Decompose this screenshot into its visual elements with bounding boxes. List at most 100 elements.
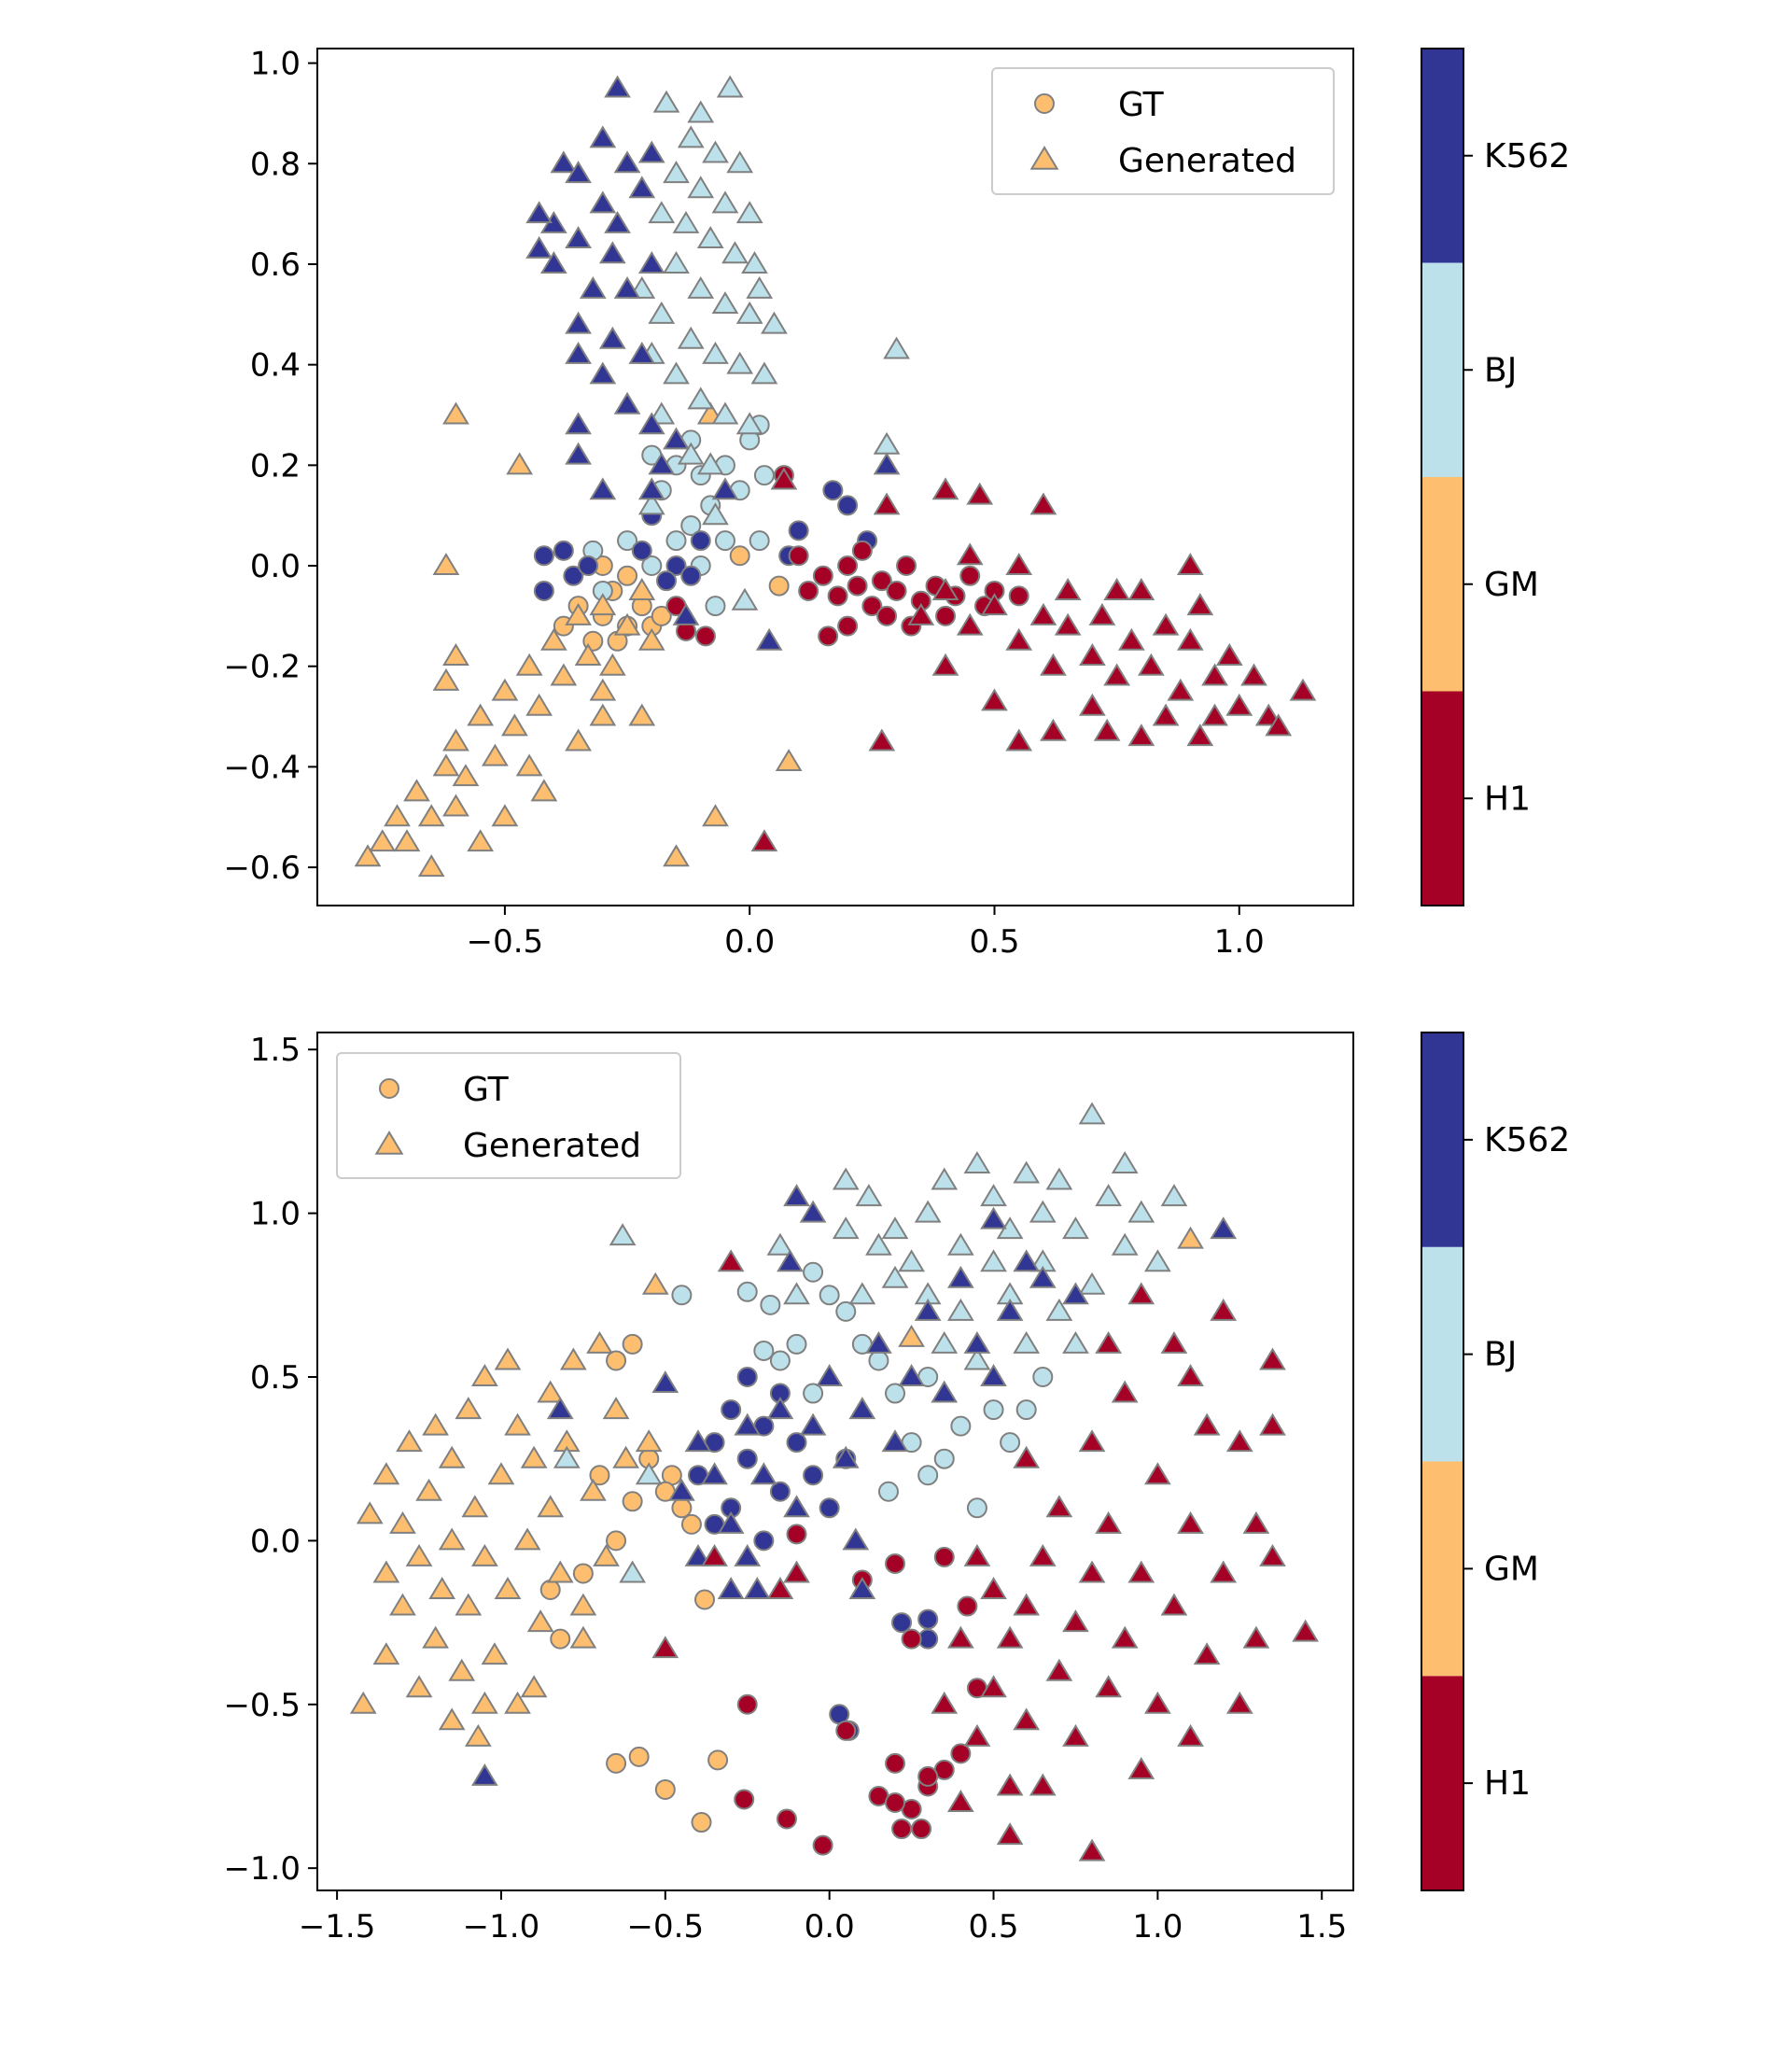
x-tick-label: 0.0	[805, 1908, 855, 1946]
y-tick-label: −0.6	[223, 850, 301, 887]
data-point-triangle	[1029, 1265, 1057, 1288]
data-point-triangle	[530, 779, 558, 802]
data-point-triangle	[931, 1167, 959, 1190]
colorbar-label: GM	[1484, 566, 1539, 604]
data-point-triangle	[799, 1200, 827, 1223]
data-point-circle	[563, 565, 584, 586]
data-point-triangle	[428, 1577, 456, 1599]
data-point-triangle	[438, 1527, 466, 1551]
data-point-circle	[835, 1300, 857, 1322]
data-point-triangle	[735, 301, 763, 324]
series-gt-gm	[539, 1333, 729, 1833]
data-point-circle	[736, 1448, 758, 1469]
data-point-triangle	[628, 703, 656, 726]
data-point-triangle	[702, 341, 729, 364]
data-point-triangle	[873, 431, 901, 455]
data-point-triangle	[613, 275, 641, 299]
series-generated-h1	[651, 1249, 1320, 1861]
x-tick-label: −1.5	[299, 1908, 376, 1946]
data-point-triangle	[1152, 612, 1180, 636]
data-point-triangle	[701, 1543, 728, 1566]
data-point-triangle	[1289, 678, 1317, 701]
data-point-triangle	[799, 1412, 827, 1436]
data-point-triangle	[589, 593, 617, 616]
data-point-circle	[1032, 1367, 1054, 1388]
data-point-triangle	[946, 1265, 974, 1288]
data-point-triangle	[663, 844, 690, 867]
data-point-triangle	[996, 1822, 1024, 1846]
data-point-triangle	[1111, 1232, 1139, 1256]
legend-label: GT	[1118, 86, 1165, 124]
data-point-triangle	[750, 829, 778, 852]
data-point-triangle	[417, 804, 445, 827]
data-point-triangle	[1062, 1609, 1089, 1633]
data-point-circle	[694, 625, 716, 647]
data-point-triangle	[966, 482, 994, 505]
data-point-circle	[851, 540, 873, 561]
data-point-triangle	[832, 1167, 860, 1190]
data-point-triangle	[1127, 1560, 1155, 1583]
data-point-triangle	[1240, 663, 1267, 686]
data-point-circle	[734, 1789, 755, 1810]
data-point-triangle	[750, 361, 778, 385]
data-point-triangle	[648, 401, 676, 425]
data-point-triangle	[1088, 602, 1116, 625]
data-point-circle	[606, 1350, 627, 1371]
data-point-triangle	[684, 1429, 712, 1453]
data-point-triangle	[1103, 663, 1130, 686]
data-point-triangle	[598, 653, 626, 676]
data-point-triangle	[565, 442, 592, 465]
data-point-triangle	[766, 1397, 794, 1420]
data-point-triangle	[963, 1723, 991, 1747]
x-tick-label: 0.0	[724, 923, 775, 961]
data-point-triangle	[403, 779, 430, 802]
data-point-triangle	[481, 1642, 509, 1665]
data-point-triangle	[1127, 723, 1155, 747]
data-point-triangle	[487, 1462, 515, 1485]
data-point-circle	[714, 530, 735, 552]
data-point-triangle	[907, 602, 935, 625]
data-point-triangle	[1127, 578, 1155, 600]
data-point-triangle	[711, 190, 739, 214]
data-point-triangle	[1186, 723, 1214, 747]
data-point-circle	[885, 1552, 906, 1574]
data-point-circle	[572, 1563, 594, 1584]
legend-triangle-icon	[1029, 146, 1059, 170]
colorbar-frame	[1421, 1032, 1464, 1891]
data-point-triangle	[716, 75, 744, 98]
y-tick-label: 1.0	[250, 46, 301, 83]
y-tick-label: 0.0	[250, 1523, 301, 1560]
data-point-circle	[622, 1333, 643, 1355]
scatter-plot-bottom: −1.5 −1.0 −0.5 0.0 0.5 1.0 1.5 −1.0 −0.5 0.0 0.5 1.…	[223, 1032, 1570, 1946]
data-point-triangle	[589, 703, 617, 726]
data-point-triangle	[1118, 627, 1145, 651]
data-point-triangle	[432, 667, 460, 691]
data-point-triangle	[442, 728, 469, 752]
data-point-circle	[911, 1819, 932, 1840]
data-point-circle	[788, 520, 809, 541]
data-point-triangle	[612, 1445, 639, 1468]
colorbar-segment-gm	[1421, 1461, 1463, 1677]
data-point-circle	[891, 1819, 913, 1840]
data-point-triangle	[1152, 703, 1180, 726]
x-tick-label: 1.0	[1132, 1908, 1183, 1946]
data-point-circle	[729, 545, 750, 567]
data-point-triangle	[702, 804, 729, 827]
data-point-triangle	[526, 1609, 554, 1633]
data-point-circle	[917, 1465, 939, 1486]
x-tick-label: −0.5	[627, 1908, 705, 1946]
data-point-triangle	[663, 251, 690, 274]
data-point-triangle	[1225, 693, 1253, 716]
data-point-triangle	[1201, 703, 1228, 726]
data-point-circle	[819, 1285, 840, 1306]
data-point-triangle	[637, 492, 665, 515]
data-point-triangle	[702, 502, 729, 526]
data-point-triangle	[525, 693, 553, 716]
data-point-triangle	[1005, 553, 1033, 576]
data-point-circle	[950, 1743, 972, 1764]
colorbar-label: K562	[1484, 1121, 1570, 1159]
data-point-circle	[533, 545, 554, 567]
data-point-triangle	[482, 743, 509, 766]
data-point-triangle	[726, 351, 754, 374]
